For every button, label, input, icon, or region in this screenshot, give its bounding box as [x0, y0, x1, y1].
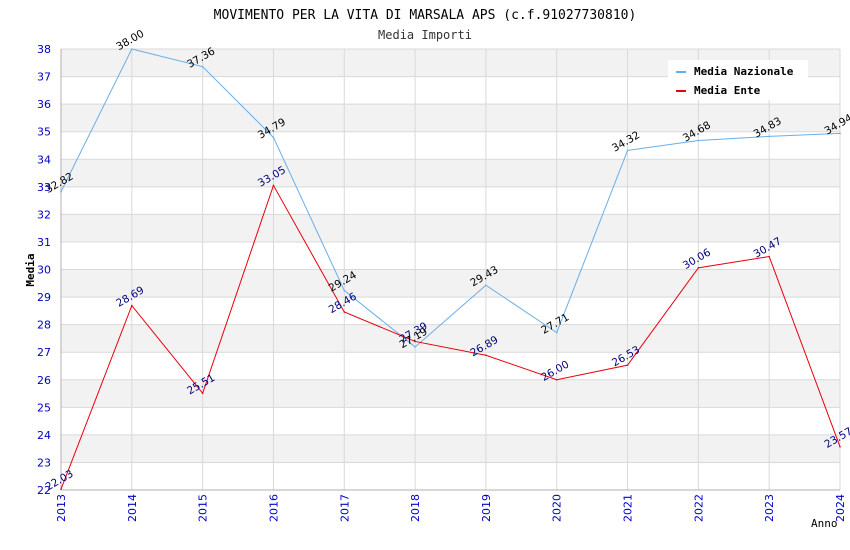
grid-band — [61, 159, 840, 187]
y-tick-label: 24 — [37, 429, 51, 442]
legend-box — [668, 60, 808, 100]
y-tick-label: 28 — [37, 319, 51, 332]
x-tick-label: 2013 — [55, 494, 68, 522]
grid-band — [61, 186, 840, 215]
y-tick-label: 38 — [37, 43, 51, 56]
y-tick-label: 32 — [37, 208, 51, 221]
x-tick-label: 2016 — [267, 494, 280, 522]
data-point — [414, 346, 416, 348]
y-tick-labels: 22 23 24 25 26 27 28 29 30 31 32 33 34 35 36 37 38 — [37, 43, 51, 497]
data-point — [626, 364, 629, 366]
x-tick-label: 2018 — [409, 494, 422, 522]
data-point — [697, 139, 700, 142]
data-point — [839, 132, 841, 135]
data-point — [60, 488, 62, 490]
grid-band — [61, 214, 840, 242]
data-point — [697, 267, 700, 269]
grid-band — [61, 297, 840, 325]
data-point — [201, 65, 204, 68]
data-point — [272, 184, 275, 187]
data-point — [839, 445, 841, 448]
grid-band — [61, 324, 840, 353]
grid-band — [61, 462, 840, 490]
data-point — [343, 289, 346, 292]
x-tick-label: 2014 — [126, 494, 139, 522]
y-tick-label: 33 — [37, 181, 51, 194]
data-point — [485, 284, 487, 287]
x-tick-labels: 2013 2014 2015 2016 2017 2018 2019 2020 2021 2022… — [55, 494, 847, 522]
x-tick-label: 2023 — [763, 494, 776, 522]
series-line-media-ente — [60, 184, 841, 490]
x-tick-label: 2024 — [834, 494, 847, 522]
y-axis-label: Media — [24, 253, 37, 286]
data-point — [272, 136, 275, 139]
y-tick-label: 34 — [37, 153, 51, 166]
data-point — [555, 378, 558, 381]
y-tick-label: 30 — [37, 264, 51, 277]
data-point — [485, 354, 487, 357]
grid-band — [61, 352, 840, 380]
grid-band — [61, 407, 840, 435]
gridlines — [60, 48, 841, 491]
series-lines — [60, 48, 841, 490]
data-point — [343, 311, 346, 313]
y-tick-label: 27 — [37, 346, 51, 359]
data-point — [60, 190, 62, 193]
grid-band — [61, 131, 840, 160]
y-tick-label: 36 — [37, 98, 51, 111]
data-point — [414, 340, 416, 343]
chart-title: MOVIMENTO PER LA VITA DI MARSALA APS (c.… — [214, 8, 637, 23]
grid-band — [61, 379, 840, 408]
data-point — [201, 392, 204, 395]
y-tick-label: 29 — [37, 291, 51, 304]
y-tick-label: 22 — [37, 484, 51, 497]
axes — [60, 49, 840, 491]
x-tick-label: 2019 — [480, 494, 493, 522]
legend-label-nazionale: Media Nazionale — [694, 65, 794, 78]
x-axis-label: Anno — [811, 517, 838, 530]
data-point — [555, 331, 558, 334]
grid-band — [61, 104, 840, 132]
series-line-media-nazionale — [60, 48, 841, 348]
y-tick-label: 37 — [37, 71, 51, 84]
data-point — [131, 48, 133, 50]
y-tick-label: 25 — [37, 401, 51, 414]
x-tick-label: 2015 — [197, 494, 210, 522]
grid-band — [61, 434, 840, 463]
data-point — [768, 135, 770, 138]
y-tick-label: 26 — [37, 374, 51, 387]
y-tick-label: 31 — [37, 236, 51, 249]
grid-band — [61, 241, 840, 270]
y-tick-label: 35 — [37, 126, 51, 139]
legend: Media Nazionale Media Ente — [668, 60, 808, 100]
legend-label-ente: Media Ente — [694, 84, 761, 97]
chart-subtitle: Media Importi — [378, 28, 472, 42]
data-point — [768, 255, 770, 258]
x-tick-label: 2020 — [551, 494, 564, 522]
grid-band — [61, 269, 840, 298]
x-tick-label: 2022 — [692, 494, 705, 522]
y-tick-label: 23 — [37, 456, 51, 469]
data-point — [131, 304, 133, 307]
plot-background — [61, 49, 840, 490]
x-tick-label: 2021 — [622, 494, 635, 522]
x-tick-label: 2017 — [338, 494, 351, 522]
data-point — [626, 149, 629, 152]
